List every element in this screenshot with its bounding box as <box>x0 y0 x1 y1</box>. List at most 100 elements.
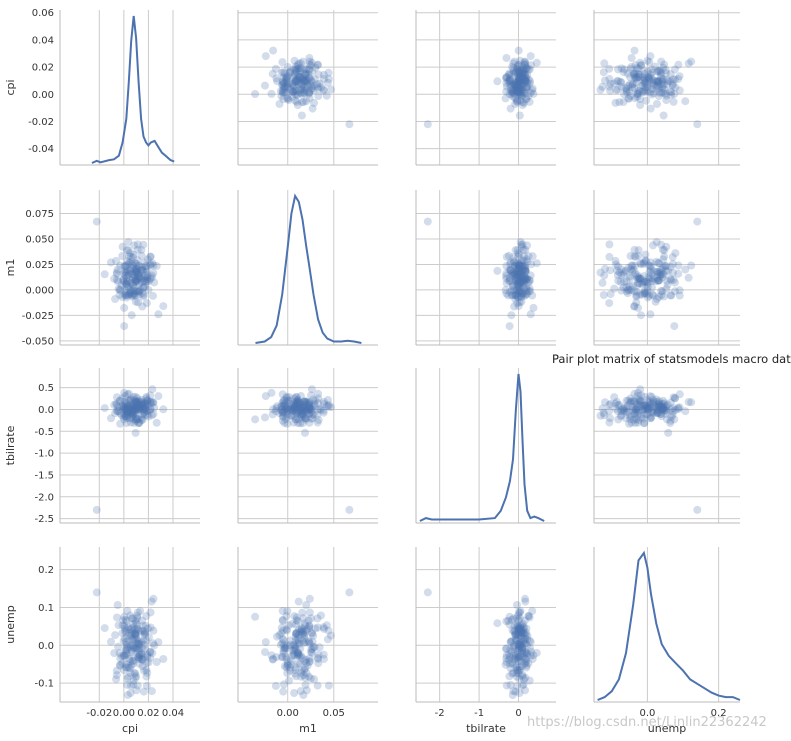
scatter-point <box>121 262 130 271</box>
scatter-point <box>126 278 135 287</box>
scatter-point <box>630 302 639 311</box>
scatter-point <box>133 269 142 278</box>
scatter-point <box>126 404 135 413</box>
scatter-point <box>291 406 300 415</box>
scatter-point <box>305 94 314 103</box>
scatter-point <box>662 242 671 251</box>
scatter-point <box>627 63 636 71</box>
scatter-point <box>267 651 276 660</box>
scatter-point <box>512 67 521 76</box>
y-tick-label: 0.0 <box>38 641 54 652</box>
y-tick-label: 0.050 <box>25 234 54 245</box>
scatter-point <box>513 650 522 659</box>
scatter-point <box>121 412 130 421</box>
scatter-point <box>511 291 520 300</box>
scatter-point <box>277 653 286 662</box>
scatter-point <box>307 414 316 423</box>
scatter-point <box>637 311 645 320</box>
scatter-point <box>627 418 636 427</box>
scatter-point <box>313 418 322 427</box>
scatter-point <box>292 616 301 625</box>
scatter-point <box>299 404 308 412</box>
scatter-point <box>131 616 140 625</box>
scatter-point <box>302 655 310 664</box>
scatter-point <box>319 398 328 406</box>
scatter-point <box>522 649 531 657</box>
scatter-point <box>605 401 614 409</box>
scatter-point <box>110 649 119 658</box>
scatter-point <box>300 89 309 98</box>
scatter-point <box>278 639 287 648</box>
scatter-point <box>647 90 656 99</box>
scatter-point <box>630 46 639 55</box>
scatter-point <box>669 393 678 402</box>
scatter-point <box>507 615 516 624</box>
scatter-point <box>290 81 298 90</box>
scatter-point <box>526 644 535 653</box>
scatter-point <box>514 68 523 77</box>
scatter-point <box>118 401 127 410</box>
scatter-point <box>125 266 134 275</box>
scatter-point <box>645 76 654 85</box>
scatter-point <box>119 403 128 411</box>
scatter-point <box>277 629 286 638</box>
scatter-point <box>129 284 138 293</box>
scatter-point <box>291 629 300 638</box>
scatter-point <box>605 74 614 83</box>
scatter-point <box>647 68 656 77</box>
scatter-point <box>112 256 121 265</box>
scatter-point <box>532 58 541 67</box>
scatter-point <box>513 87 522 96</box>
scatter-point <box>292 66 301 75</box>
scatter-point <box>138 266 147 275</box>
scatter-point <box>646 400 655 409</box>
scatter-point <box>292 77 301 85</box>
scatter-point <box>310 401 319 410</box>
scatter-point <box>622 396 631 405</box>
scatter-point <box>131 669 140 678</box>
scatter-point <box>524 612 533 620</box>
scatter-point <box>667 291 676 300</box>
y-tick-label: 0.5 <box>38 383 54 394</box>
scatter-point <box>658 405 667 414</box>
scatter-point <box>282 77 291 86</box>
scatter-point <box>652 238 661 246</box>
scatter-point <box>605 240 614 249</box>
scatter-point <box>520 659 529 668</box>
scatter-point <box>293 403 302 411</box>
scatter-point <box>622 404 631 413</box>
scatter-point <box>121 289 130 298</box>
scatter-point <box>647 274 656 282</box>
scatter-point <box>131 291 140 300</box>
scatter-point <box>302 398 311 407</box>
scatter-point <box>294 398 303 406</box>
scatter-point <box>515 260 524 269</box>
y-tick-label: 0.075 <box>25 209 54 220</box>
scatter-point <box>135 287 144 296</box>
scatter-point <box>128 408 137 417</box>
scatter-point <box>515 67 524 76</box>
scatter-point <box>315 79 324 88</box>
scatter-point <box>293 397 302 406</box>
scatter-point <box>324 626 333 635</box>
scatter-point <box>319 408 328 417</box>
scatter-point <box>674 405 683 414</box>
scatter-point <box>693 505 702 514</box>
scatter-point <box>128 286 137 295</box>
scatter-point <box>137 265 146 274</box>
scatter-point <box>126 407 135 416</box>
scatter-point <box>120 634 129 643</box>
scatter-point <box>614 76 623 85</box>
scatter-point <box>605 407 614 415</box>
scatter-point <box>278 408 287 417</box>
scatter-point <box>642 96 651 105</box>
scatter-point <box>509 652 518 660</box>
scatter-point <box>654 293 663 301</box>
scatter-point <box>518 649 527 658</box>
scatter-point <box>122 407 131 416</box>
scatter-point <box>317 611 325 620</box>
scatter-point <box>518 75 527 84</box>
scatter-point <box>142 277 151 286</box>
scatter-point <box>513 87 522 96</box>
scatter-point <box>525 613 534 622</box>
